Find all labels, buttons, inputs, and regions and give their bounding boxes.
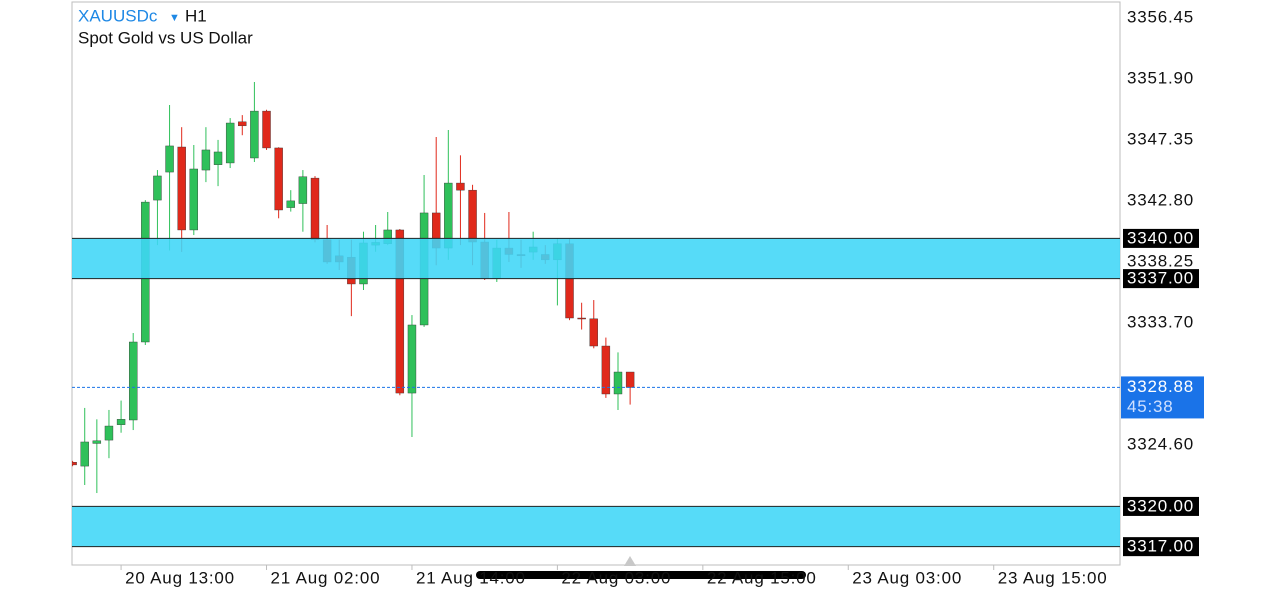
zone-tag xyxy=(1123,228,1199,248)
candle-body xyxy=(189,168,199,231)
home-indicator xyxy=(476,571,806,579)
candle-body xyxy=(225,122,235,164)
candle-body xyxy=(201,149,211,171)
symbol-dropdown[interactable]: ▼ xyxy=(169,12,180,24)
candle-body xyxy=(250,110,259,159)
x-tick-label: 23 Aug 15:00 xyxy=(998,568,1108,587)
candle-body xyxy=(601,345,611,395)
candle-body xyxy=(395,229,405,394)
x-tick-label: 23 Aug 03:00 xyxy=(852,568,962,587)
candle-body xyxy=(262,110,271,149)
zone-tag xyxy=(1123,537,1199,557)
x-tick-label: 21 Aug 02:00 xyxy=(271,568,381,587)
candle-body xyxy=(177,146,186,231)
candle-body xyxy=(72,462,77,466)
last-price-label: 3328.88 xyxy=(1127,377,1194,396)
y-tick-label: 3333.70 xyxy=(1127,312,1194,331)
y-tick-label: 3351.90 xyxy=(1127,68,1194,87)
zone-tag-label: 3337.00 xyxy=(1127,269,1194,288)
x-tick-label: 22 Aug 03:00 xyxy=(561,568,671,587)
candle-body xyxy=(625,371,635,388)
candle-body xyxy=(577,317,586,320)
candle-body xyxy=(153,175,162,201)
candle-body xyxy=(128,341,138,421)
y-tick-label: 3324.60 xyxy=(1127,434,1194,453)
zone-tag-label: 3317.00 xyxy=(1127,537,1194,556)
candle-body xyxy=(298,176,308,204)
zone-band xyxy=(72,506,1120,547)
candle-body xyxy=(116,419,126,425)
scroll-marker xyxy=(624,556,636,566)
zone-tag xyxy=(1123,496,1199,516)
candle-body xyxy=(286,200,295,208)
candle-body xyxy=(274,147,283,211)
candle-body xyxy=(104,425,114,441)
candle-body xyxy=(238,121,247,127)
subtitle: Spot Gold vs US Dollar xyxy=(78,28,253,47)
y-tick-label: 3347.35 xyxy=(1127,129,1194,148)
countdown: 45:38 xyxy=(1127,397,1174,416)
last-price-tag xyxy=(1121,376,1204,419)
x-tick-label: 21 Aug 14:00 xyxy=(416,568,526,587)
candle-body xyxy=(92,440,102,444)
candle-body xyxy=(213,151,223,165)
candle-body xyxy=(456,182,465,191)
y-tick-label: 3342.80 xyxy=(1127,190,1194,209)
y-tick-label: 3356.45 xyxy=(1127,7,1194,26)
candle-body xyxy=(80,441,89,467)
candle-body xyxy=(613,371,623,395)
candle-body xyxy=(407,324,417,394)
x-tick-label: 20 Aug 13:00 xyxy=(125,568,235,587)
plot-area xyxy=(71,1,1121,566)
candle-body xyxy=(468,189,477,243)
candle-body xyxy=(165,145,174,173)
zone-tag-label: 3340.00 xyxy=(1127,228,1194,247)
zone-tag xyxy=(1123,269,1199,289)
timeframe[interactable]: H1 xyxy=(185,6,207,25)
y-tick-label: 3338.25 xyxy=(1127,251,1194,270)
candle-body xyxy=(310,177,320,240)
plot xyxy=(72,82,1120,547)
x-tick-label: 22 Aug 15:00 xyxy=(707,568,817,587)
zone-tag-label: 3320.00 xyxy=(1127,496,1194,515)
symbol[interactable]: XAUUSDc xyxy=(78,6,158,25)
candle-body xyxy=(589,318,598,347)
zone-band xyxy=(72,238,1120,279)
